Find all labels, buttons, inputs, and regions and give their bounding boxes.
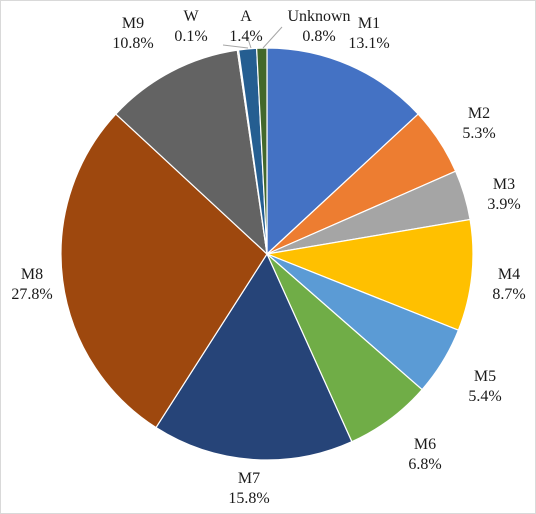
slice-percent: 0.8% <box>302 28 335 45</box>
slice-percent: 0.1% <box>174 28 207 45</box>
slice-percent: 5.3% <box>462 125 495 142</box>
leader-lines-layer <box>222 26 283 49</box>
slice-percent: 3.9% <box>487 196 520 213</box>
slice-name: M5 <box>474 368 496 385</box>
pie-slice-m8 <box>60 113 268 429</box>
slice-percent: 5.4% <box>468 388 501 405</box>
slice-label-m6: M6 6.8% <box>408 436 441 473</box>
pie-slice-unknown <box>256 47 268 255</box>
slice-name: M4 <box>498 266 520 283</box>
pie-slice-m4 <box>264 218 474 331</box>
slice-name: M9 <box>122 15 144 32</box>
slice-percent: 13.1% <box>348 35 389 52</box>
slice-label-m3: M3 3.9% <box>487 176 520 213</box>
slice-percent: 8.7% <box>492 286 525 303</box>
slice-name: M1 <box>358 15 380 32</box>
slice-name: M8 <box>21 266 43 283</box>
leader-line-a <box>247 38 252 49</box>
slice-label-m7: M7 15.8% <box>228 470 269 507</box>
slice-percent: 27.8% <box>11 286 52 303</box>
slice-percent: 1.4% <box>229 28 262 45</box>
pie-slice-m7 <box>155 252 353 461</box>
pie-slice-m1 <box>266 47 420 256</box>
slice-name: A <box>240 8 252 25</box>
slice-label-m5: M5 5.4% <box>468 368 501 405</box>
slice-name: M3 <box>493 176 515 193</box>
slice-percent: 6.8% <box>408 456 441 473</box>
leader-line-unknown <box>262 26 283 49</box>
slice-label-m9: M9 10.8% <box>112 15 153 52</box>
slice-label-a: A 1.4% <box>229 8 262 45</box>
slice-label-w: W 0.1% <box>174 8 207 45</box>
slice-label-unknown: Unknown 0.8% <box>287 8 350 45</box>
slices-layer <box>60 47 474 461</box>
slice-label-m4: M4 8.7% <box>492 266 525 303</box>
slice-name: M2 <box>468 105 490 122</box>
slice-label-m1: M1 13.1% <box>348 15 389 52</box>
leader-line-w <box>222 44 249 49</box>
slice-name: W <box>183 8 199 25</box>
slice-name: M7 <box>238 470 260 487</box>
pie-slice-m9 <box>114 49 268 256</box>
slice-percent: 15.8% <box>228 490 269 507</box>
slice-name: Unknown <box>287 8 350 25</box>
slice-percent: 10.8% <box>112 35 153 52</box>
slice-name: M6 <box>414 436 436 453</box>
slice-label-m8: M8 27.8% <box>11 266 52 303</box>
labels-layer: M1 13.1% M2 5.3% M3 3.9% M4 8.7% M5 5.4% M6 6.8% M7 1… <box>11 8 525 507</box>
slice-label-m2: M2 5.3% <box>462 105 495 142</box>
